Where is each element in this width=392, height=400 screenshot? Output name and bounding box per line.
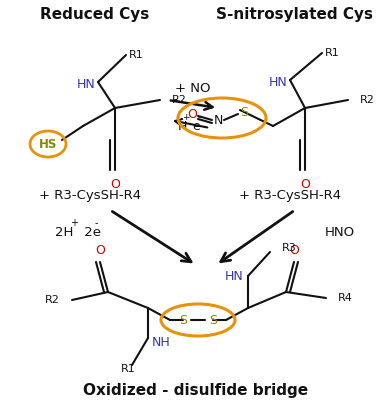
Text: Oxidized - disulfide bridge: Oxidized - disulfide bridge	[83, 382, 309, 398]
Text: O: O	[187, 108, 197, 122]
Text: H: H	[178, 120, 187, 132]
Text: -: -	[198, 113, 201, 122]
Text: +: +	[182, 113, 190, 122]
Text: O: O	[289, 244, 299, 256]
Text: S: S	[179, 314, 187, 326]
Text: R1: R1	[121, 364, 135, 374]
Text: Reduced Cys: Reduced Cys	[40, 6, 150, 22]
Text: NH: NH	[152, 336, 171, 348]
Text: -: -	[94, 218, 98, 228]
Text: O: O	[95, 244, 105, 256]
Text: 2e: 2e	[80, 226, 101, 238]
Text: S: S	[240, 106, 248, 120]
Text: N: N	[213, 114, 223, 128]
Text: HN: HN	[77, 78, 96, 90]
Text: HN: HN	[225, 270, 244, 282]
Text: 2H: 2H	[55, 226, 73, 238]
Text: R2: R2	[45, 295, 60, 305]
Text: HS: HS	[39, 138, 57, 150]
Text: O: O	[110, 178, 120, 190]
Text: +: +	[70, 218, 78, 228]
Text: HN: HN	[269, 76, 288, 88]
Text: R1: R1	[129, 50, 143, 60]
Text: R2: R2	[172, 95, 187, 105]
Text: + R3-CysSH-R4: + R3-CysSH-R4	[239, 190, 341, 202]
Text: + NO: + NO	[175, 82, 211, 94]
Text: + R3-CysSH-R4: + R3-CysSH-R4	[39, 190, 141, 202]
Text: R1: R1	[325, 48, 339, 58]
Text: R2: R2	[360, 95, 375, 105]
Text: S-nitrosylated Cys: S-nitrosylated Cys	[216, 6, 374, 22]
Text: e: e	[192, 120, 200, 132]
Text: R3: R3	[282, 243, 297, 253]
Text: R4: R4	[338, 293, 353, 303]
Text: HNO: HNO	[325, 226, 355, 238]
Text: O: O	[300, 178, 310, 190]
Text: S: S	[209, 314, 217, 326]
